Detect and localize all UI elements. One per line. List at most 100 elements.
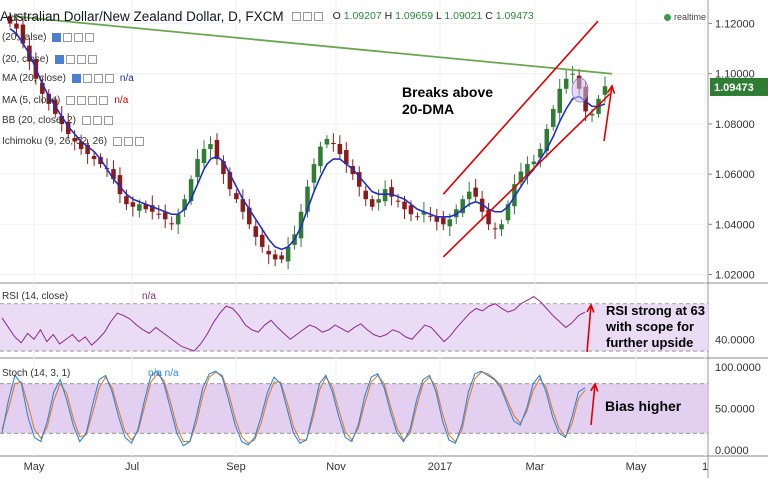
candle-body <box>589 113 595 116</box>
rsi-y-tick: 40.0000 <box>715 334 755 346</box>
close-icon[interactable] <box>103 116 113 125</box>
candle-body <box>40 82 45 94</box>
axes-layer: May Jul Sep Nov 2017 Mar May 11.120001.100001.0… <box>24 19 768 473</box>
add-icon[interactable] <box>88 96 98 105</box>
candle-body <box>389 187 394 197</box>
stoch-y-tick: 50.0000 <box>715 404 755 416</box>
close-icon[interactable] <box>85 33 95 42</box>
candle-body <box>473 187 478 197</box>
candle-body <box>499 224 504 230</box>
candle-body <box>201 149 207 164</box>
channel-upper-line <box>442 20 599 195</box>
eye-icon[interactable] <box>52 33 62 42</box>
candle-body <box>214 139 220 160</box>
candle-body <box>130 202 136 207</box>
price-layer[interactable] <box>7 12 608 270</box>
candle-body <box>221 161 226 175</box>
candle-body <box>447 219 453 227</box>
settings-icon[interactable] <box>124 137 134 146</box>
eye-icon[interactable] <box>66 96 76 105</box>
indicator-label-5[interactable]: BB (20, close, 2) <box>2 115 113 126</box>
settings-icon[interactable] <box>302 11 312 21</box>
add-icon[interactable] <box>93 74 103 83</box>
add-icon[interactable] <box>74 33 84 42</box>
candle-body <box>240 199 246 212</box>
annotation-line: RSI strong at 63 <box>606 303 705 318</box>
eye-icon[interactable] <box>81 116 91 125</box>
price-arrow-head <box>606 84 616 94</box>
indicator-layer[interactable]: RSI (14, close) n/a Stoch (14, 3, 1) n/a n/… <box>1 291 586 447</box>
candle-body <box>311 164 317 183</box>
settings-icon[interactable] <box>65 55 75 64</box>
candle-body <box>369 199 375 207</box>
annotation-line: with scope for <box>606 319 695 334</box>
symbol-title[interactable]: Australian Dollar/New Zealand Dollar, D,… <box>0 8 284 24</box>
eye-icon[interactable] <box>113 137 123 146</box>
indicator-bands <box>0 303 708 434</box>
indicator-label-1[interactable]: (20, false) <box>2 32 95 43</box>
ohlc-high-value: 1.09659 <box>395 10 434 22</box>
indicator-label-4[interactable]: MA (5, close) n/a <box>2 95 128 106</box>
x-tick-label: May <box>24 461 45 473</box>
x-tick-label: 2017 <box>428 461 452 473</box>
candle-body <box>550 108 556 127</box>
settings-icon[interactable] <box>92 116 102 125</box>
last-price-label: 1.09473 <box>714 82 754 94</box>
settings-icon[interactable] <box>77 96 87 105</box>
close-icon[interactable] <box>313 11 323 21</box>
close-icon[interactable] <box>104 74 114 83</box>
candle-body <box>195 159 200 178</box>
indicator-label-3[interactable]: MA (20, close) n/a <box>2 73 134 84</box>
rsi-na: n/a <box>142 291 156 302</box>
ohlc-low-value: 1.09021 <box>444 10 483 22</box>
indicator-value: n/a <box>114 95 129 106</box>
close-icon[interactable] <box>99 96 109 105</box>
rsi-annotation: RSI strong at 63 with scope for further … <box>606 303 705 351</box>
ohlc-close-value: 1.09473 <box>495 10 534 22</box>
candle-body <box>162 212 168 220</box>
add-icon[interactable] <box>76 55 86 64</box>
realtime-dot-icon <box>663 14 671 21</box>
close-icon[interactable] <box>87 55 97 64</box>
ohlc-low-key: L <box>436 10 442 22</box>
close-icon[interactable] <box>135 137 145 146</box>
indicator-label-2[interactable]: (20, close) <box>2 54 97 65</box>
candle-body <box>175 214 181 225</box>
rsi-line <box>1 296 586 352</box>
candle-body <box>208 144 213 150</box>
eye-icon[interactable] <box>54 55 64 64</box>
bias-annotation: Bias higher <box>605 398 681 414</box>
candle-body <box>363 190 368 200</box>
candle-body <box>124 196 129 205</box>
candle-body <box>91 156 97 160</box>
settings-icon[interactable] <box>63 33 73 42</box>
candle-body <box>234 193 239 200</box>
indicator-name: (20, false) <box>2 32 47 43</box>
overlay-layer <box>9 15 616 426</box>
candle-body <box>59 115 65 124</box>
eye-icon[interactable] <box>291 11 301 21</box>
chart-header: Australian Dollar/New Zealand Dollar, D,… <box>0 6 534 26</box>
candle-body <box>538 149 543 158</box>
candle-body <box>259 234 265 247</box>
realtime-indicator: realtime <box>663 12 706 22</box>
annotation-line: 20-DMA <box>402 101 455 117</box>
candle-body <box>150 205 155 212</box>
candle-body <box>512 184 517 207</box>
x-tick-label: Nov <box>326 461 346 473</box>
candle-body <box>20 24 26 44</box>
indicator-label-6[interactable]: Ichimoku (9, 26, 52, 26) <box>2 136 145 147</box>
ohlc-readout: O 1.09207 H 1.09659 L 1.09021 C 1.09473 <box>333 10 534 22</box>
channel-lower-line <box>442 93 611 258</box>
indicator-name: MA (20, close) <box>2 73 66 84</box>
stoch-arrow <box>590 383 596 426</box>
candle-body <box>337 144 343 155</box>
eye-icon[interactable] <box>71 74 81 83</box>
stoch-arrow-head <box>590 382 599 392</box>
settings-icon[interactable] <box>82 74 92 83</box>
rsi-label: RSI (14, close) <box>2 291 68 302</box>
candle-body <box>111 169 116 180</box>
candle-body <box>227 172 233 190</box>
